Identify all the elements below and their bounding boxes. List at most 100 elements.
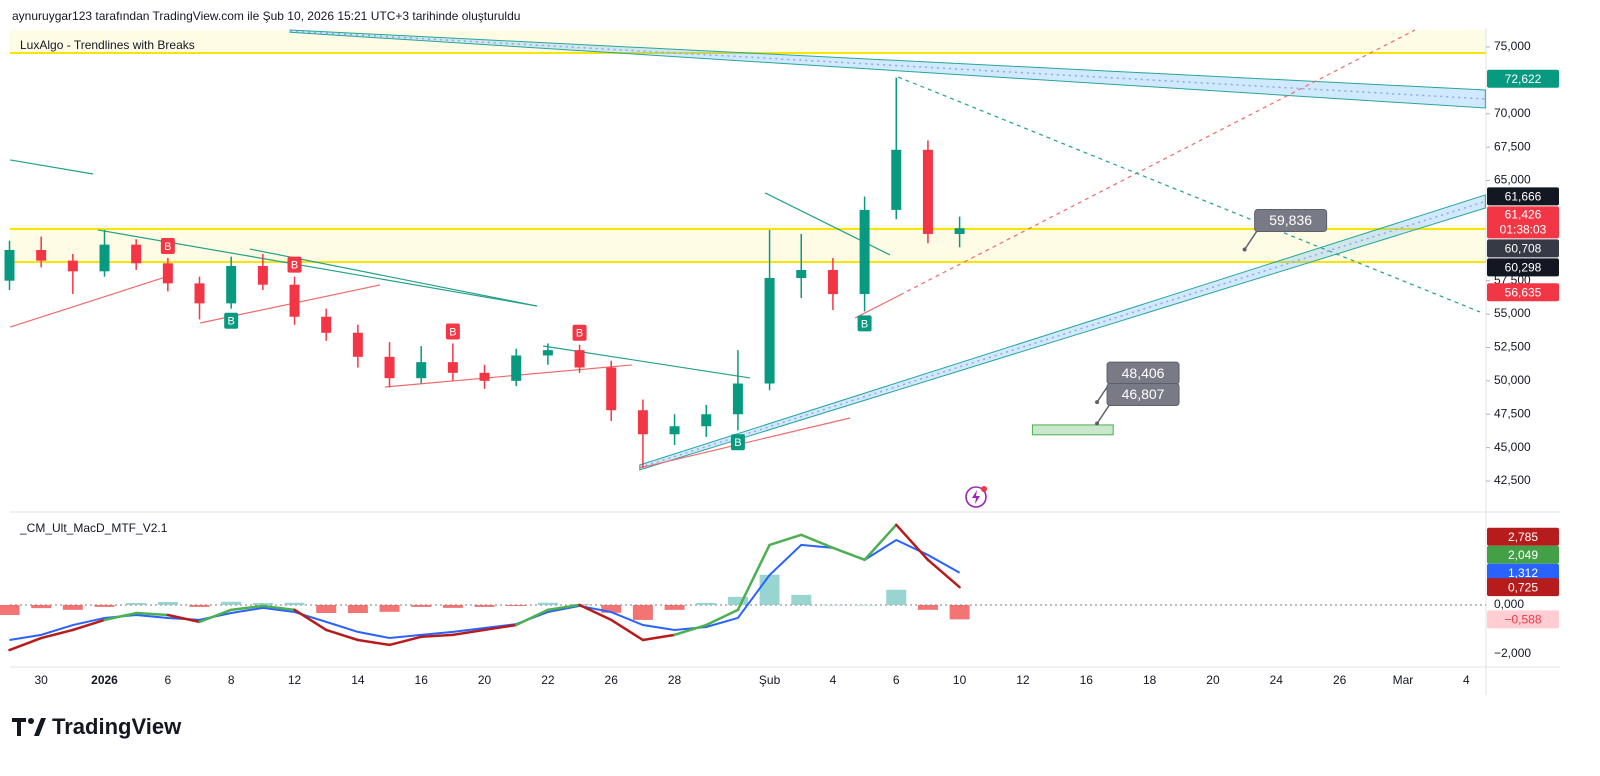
macd-line-segment (514, 608, 550, 627)
x-tick-label: 6 (893, 673, 900, 687)
macd-line-segment (261, 604, 296, 612)
macd-line-segment (800, 533, 835, 550)
histogram-bar (854, 604, 875, 606)
price-label (1487, 187, 1559, 206)
candle-body (131, 244, 142, 264)
histogram-bar (0, 604, 20, 615)
y-tick-label: 67,500 (1494, 139, 1531, 153)
macd-tick-label: −2,000 (1494, 646, 1531, 660)
alert-icon (965, 486, 987, 508)
histogram-bar (601, 604, 622, 613)
macd-line-segment (198, 608, 233, 624)
macd-line-segment (419, 633, 455, 639)
macd-line-segment (229, 604, 265, 612)
break-marker (287, 256, 302, 273)
price-label-text: 56,635 (1505, 285, 1542, 299)
macd-line-segment (831, 546, 866, 562)
histogram-bar (379, 604, 400, 612)
macd-line-segment (356, 638, 391, 647)
candle-body (226, 265, 237, 304)
histogram-bar (157, 602, 178, 605)
callout-box (1254, 208, 1328, 232)
candle-body (36, 249, 47, 261)
x-tick-label: 26 (1333, 673, 1347, 687)
histogram-bar (62, 604, 83, 610)
candle-body (891, 149, 902, 210)
macd-line-segment (134, 611, 170, 617)
macd-label (1487, 578, 1559, 597)
x-tick-label: 28 (668, 673, 682, 687)
callout-anchor (1095, 421, 1100, 426)
price-label (1487, 283, 1559, 302)
macd-label (1487, 545, 1559, 564)
callout-text: 59,836 (1269, 212, 1312, 228)
candle-body (764, 278, 775, 384)
x-tick-label: 8 (228, 673, 235, 687)
histogram-bar (949, 604, 970, 620)
histogram-bar (442, 604, 463, 608)
candle-body (701, 414, 712, 427)
candle-body (194, 283, 205, 304)
macd-line-segment (768, 533, 803, 547)
histogram-bar (316, 604, 337, 614)
break-marker (730, 434, 745, 451)
histogram-bar (284, 602, 305, 605)
break-marker (224, 312, 239, 329)
macd-line-segment (451, 628, 486, 637)
x-tick-label: 30 (34, 673, 48, 687)
macd-line-segment (103, 611, 138, 622)
callout-box (1106, 382, 1180, 406)
callout-text: 46,807 (1122, 386, 1165, 402)
price-label-text: 61,666 (1505, 190, 1542, 204)
y-tick-label: 65,000 (1494, 173, 1531, 187)
candle-body (796, 270, 807, 279)
histogram-bar (347, 604, 368, 614)
x-tick-label: 4 (1463, 673, 1470, 687)
histogram-bar (126, 602, 147, 605)
channel-midline (639, 200, 1486, 469)
macd-line-segment (641, 633, 676, 642)
x-tick-label: 24 (1270, 673, 1284, 687)
callout-pointer (1096, 405, 1110, 424)
y-tick-label: 70,000 (1494, 106, 1531, 120)
break-marker (445, 323, 460, 340)
y-tick-label: 47,500 (1494, 406, 1531, 420)
x-tick-label: 20 (478, 673, 492, 687)
macd-line-segment (71, 618, 106, 632)
break-label: B (576, 328, 583, 340)
candle-body (321, 316, 332, 333)
macd-line-segment (166, 613, 201, 624)
macd-line-segment (39, 628, 75, 640)
header: aynuruygar123 tarafından TradingView.com… (12, 9, 520, 23)
macd-tick-label: 0,000 (1494, 597, 1524, 611)
y-tick-label: 75,000 (1494, 39, 1531, 53)
price-label-text: 60,708 (1505, 242, 1542, 256)
macd-label-text: 2,049 (1508, 548, 1538, 562)
macd-line-segment (863, 523, 898, 562)
logo-text: TradingView (52, 714, 182, 739)
macd-label (1487, 563, 1559, 582)
histogram-bar (886, 589, 907, 605)
break-label: B (228, 316, 235, 328)
macd-line-segment (483, 623, 518, 632)
x-tick-label: 6 (165, 673, 172, 687)
candle-body (954, 228, 965, 234)
price-label-text: 61,426 (1505, 208, 1542, 222)
candle-body (99, 244, 110, 272)
histogram-bar (917, 604, 938, 610)
x-tick-label: Şub (759, 673, 781, 687)
x-tick-label: 16 (415, 673, 429, 687)
macd-line-segment (293, 608, 328, 632)
histogram-bar (537, 602, 558, 605)
candle-body (511, 355, 522, 381)
price-label (1487, 258, 1559, 277)
trendline (10, 159, 94, 175)
macd-line-segment (324, 628, 360, 642)
x-tick-label: Mar (1393, 673, 1414, 687)
break-label: B (734, 437, 741, 449)
callout-anchor (1095, 400, 1100, 405)
candle-body (384, 356, 395, 379)
y-tick-label: 55,000 (1494, 306, 1531, 320)
break-marker (857, 315, 872, 332)
